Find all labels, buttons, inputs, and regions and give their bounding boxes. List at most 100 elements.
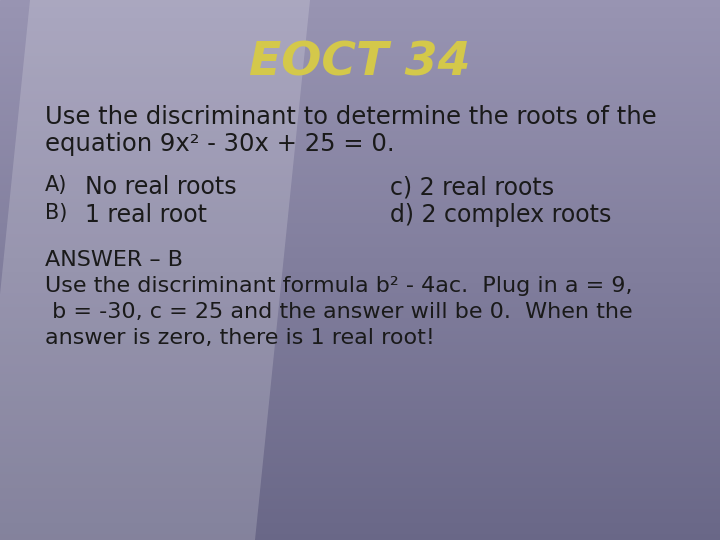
- Bar: [0, 472, 720, 475]
- Bar: [0, 416, 720, 418]
- Polygon shape: [0, 0, 310, 540]
- Bar: [0, 116, 720, 119]
- Text: B): B): [45, 203, 68, 223]
- Bar: [0, 76, 720, 78]
- Bar: [0, 170, 720, 173]
- Bar: [0, 162, 720, 165]
- Bar: [0, 500, 720, 502]
- Bar: [0, 456, 720, 459]
- Bar: [0, 262, 720, 265]
- Bar: [0, 267, 720, 270]
- Bar: [0, 454, 720, 456]
- Text: EOCT 34: EOCT 34: [249, 40, 471, 85]
- Bar: [0, 481, 720, 483]
- Bar: [0, 375, 720, 378]
- Bar: [0, 154, 720, 157]
- Bar: [0, 232, 720, 235]
- Bar: [0, 138, 720, 140]
- Bar: [0, 470, 720, 472]
- Bar: [0, 335, 720, 338]
- Bar: [0, 208, 720, 211]
- Bar: [0, 394, 720, 397]
- Bar: [0, 213, 720, 216]
- Bar: [0, 111, 720, 113]
- Bar: [0, 535, 720, 537]
- Bar: [0, 192, 720, 194]
- Bar: [0, 410, 720, 413]
- Bar: [0, 518, 720, 521]
- Bar: [0, 219, 720, 221]
- Bar: [0, 167, 720, 170]
- Bar: [0, 254, 720, 256]
- Text: b = -30, c = 25 and the answer will be 0.  When the: b = -30, c = 25 and the answer will be 0…: [45, 302, 633, 322]
- Bar: [0, 418, 720, 421]
- Bar: [0, 140, 720, 143]
- Bar: [0, 297, 720, 300]
- Bar: [0, 205, 720, 208]
- Bar: [0, 491, 720, 494]
- Bar: [0, 238, 720, 240]
- Bar: [0, 54, 720, 57]
- Text: equation 9x² - 30x + 25 = 0.: equation 9x² - 30x + 25 = 0.: [45, 132, 395, 156]
- Bar: [0, 362, 720, 364]
- Text: A): A): [45, 175, 68, 195]
- Bar: [0, 443, 720, 445]
- Bar: [0, 319, 720, 321]
- Bar: [0, 224, 720, 227]
- Bar: [0, 305, 720, 308]
- Bar: [0, 146, 720, 148]
- Bar: [0, 537, 720, 540]
- Bar: [0, 413, 720, 416]
- Bar: [0, 157, 720, 159]
- Bar: [0, 14, 720, 16]
- Bar: [0, 340, 720, 343]
- Bar: [0, 405, 720, 408]
- Bar: [0, 68, 720, 70]
- Bar: [0, 197, 720, 200]
- Bar: [0, 351, 720, 354]
- Bar: [0, 278, 720, 281]
- Bar: [0, 100, 720, 103]
- Bar: [0, 354, 720, 356]
- Text: c) 2 real roots: c) 2 real roots: [390, 175, 554, 199]
- Bar: [0, 211, 720, 213]
- Bar: [0, 356, 720, 359]
- Bar: [0, 173, 720, 176]
- Bar: [0, 200, 720, 202]
- Bar: [0, 289, 720, 292]
- Bar: [0, 24, 720, 27]
- Bar: [0, 343, 720, 346]
- Bar: [0, 421, 720, 424]
- Bar: [0, 424, 720, 427]
- Bar: [0, 302, 720, 305]
- Bar: [0, 86, 720, 89]
- Text: No real roots: No real roots: [85, 175, 237, 199]
- Bar: [0, 381, 720, 383]
- Bar: [0, 176, 720, 178]
- Bar: [0, 243, 720, 246]
- Bar: [0, 189, 720, 192]
- Bar: [0, 186, 720, 189]
- Bar: [0, 332, 720, 335]
- Bar: [0, 389, 720, 392]
- Bar: [0, 57, 720, 59]
- Bar: [0, 286, 720, 289]
- Bar: [0, 51, 720, 54]
- Bar: [0, 459, 720, 462]
- Bar: [0, 159, 720, 162]
- Bar: [0, 248, 720, 251]
- Bar: [0, 427, 720, 429]
- Bar: [0, 78, 720, 81]
- Bar: [0, 284, 720, 286]
- Bar: [0, 19, 720, 22]
- Bar: [0, 310, 720, 313]
- Bar: [0, 8, 720, 11]
- Bar: [0, 130, 720, 132]
- Text: Use the discriminant to determine the roots of the: Use the discriminant to determine the ro…: [45, 105, 657, 129]
- Bar: [0, 327, 720, 329]
- Bar: [0, 59, 720, 62]
- Bar: [0, 329, 720, 332]
- Bar: [0, 251, 720, 254]
- Bar: [0, 321, 720, 324]
- Bar: [0, 81, 720, 84]
